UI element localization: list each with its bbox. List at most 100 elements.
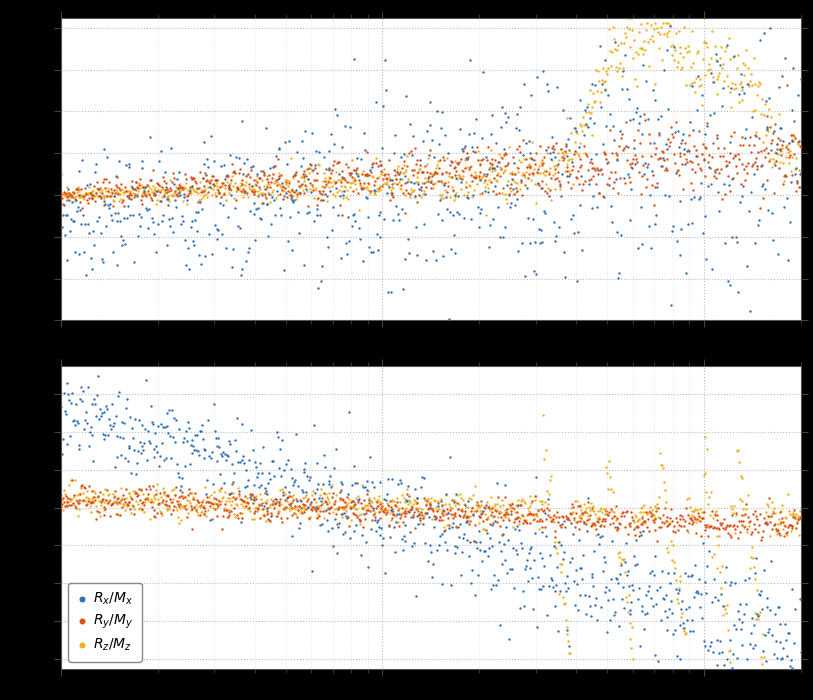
$R_z/M_z$ (622, 589, 635, 601)
$R_z/M_z$ (609, 62, 622, 73)
$R_z/M_z$ (242, 181, 255, 193)
$R_x/M_x$ (624, 609, 637, 620)
$R_z/M_z$ (655, 55, 668, 66)
$R_x/M_x$ (643, 567, 656, 578)
$R_x/M_x$ (240, 464, 253, 475)
$R_y/M_y$ (262, 176, 275, 188)
$R_y/M_y$ (159, 185, 172, 196)
$R_y/M_y$ (722, 521, 735, 532)
$R_y/M_y$ (326, 164, 339, 176)
$R_x/M_x$ (285, 473, 298, 484)
$R_x/M_x$ (160, 239, 173, 251)
$R_x/M_x$ (280, 458, 293, 469)
$R_y/M_y$ (287, 494, 300, 505)
$R_x/M_x$ (787, 62, 800, 74)
$R_z/M_z$ (323, 181, 336, 193)
$R_y/M_y$ (549, 164, 562, 175)
$R_x/M_x$ (439, 129, 452, 140)
$R_x/M_x$ (493, 536, 506, 547)
$R_x/M_x$ (424, 498, 437, 510)
$R_x/M_x$ (410, 493, 423, 504)
$R_y/M_y$ (715, 163, 728, 174)
$R_z/M_z$ (620, 596, 633, 608)
$R_y/M_y$ (573, 515, 586, 526)
$R_y/M_y$ (467, 536, 480, 547)
$R_x/M_x$ (354, 515, 367, 526)
$R_x/M_x$ (287, 197, 300, 208)
$R_y/M_y$ (660, 511, 673, 522)
$R_x/M_x$ (675, 603, 688, 615)
$R_x/M_x$ (169, 202, 182, 213)
$R_x/M_x$ (227, 244, 240, 255)
$R_x/M_x$ (146, 416, 159, 428)
$R_y/M_y$ (666, 129, 679, 140)
$R_z/M_z$ (115, 183, 128, 195)
$R_z/M_z$ (177, 181, 190, 193)
$R_x/M_x$ (701, 560, 714, 571)
$R_y/M_y$ (172, 191, 185, 202)
$R_y/M_y$ (750, 153, 763, 164)
$R_z/M_z$ (288, 501, 301, 512)
$R_y/M_y$ (494, 164, 507, 175)
$R_y/M_y$ (586, 158, 599, 169)
$R_z/M_z$ (140, 181, 153, 193)
$R_x/M_x$ (289, 185, 302, 196)
$R_z/M_z$ (100, 186, 113, 197)
$R_x/M_x$ (756, 178, 769, 189)
$R_y/M_y$ (194, 499, 207, 510)
$R_z/M_z$ (152, 185, 165, 196)
$R_z/M_z$ (153, 186, 166, 197)
$R_y/M_y$ (707, 521, 720, 532)
$R_y/M_y$ (338, 173, 351, 184)
$R_x/M_x$ (724, 634, 737, 645)
$R_x/M_x$ (289, 429, 302, 440)
$R_z/M_z$ (379, 178, 392, 189)
$R_z/M_z$ (630, 515, 643, 526)
$R_y/M_y$ (233, 489, 246, 500)
$R_x/M_x$ (749, 640, 762, 651)
$R_x/M_x$ (203, 514, 216, 526)
$R_z/M_z$ (402, 498, 415, 510)
$R_y/M_y$ (350, 164, 363, 176)
$R_x/M_x$ (57, 199, 70, 211)
$R_x/M_x$ (209, 433, 222, 444)
$R_x/M_x$ (221, 211, 234, 223)
$R_z/M_z$ (215, 181, 228, 192)
$R_x/M_x$ (411, 250, 424, 261)
$R_x/M_x$ (487, 579, 500, 590)
$R_x/M_x$ (611, 573, 624, 584)
$R_z/M_z$ (162, 190, 175, 202)
$R_x/M_x$ (774, 619, 787, 630)
$R_z/M_z$ (688, 505, 701, 517)
$R_x/M_x$ (614, 569, 627, 580)
$R_y/M_y$ (574, 500, 587, 512)
$R_y/M_y$ (661, 520, 674, 531)
$R_y/M_y$ (776, 513, 789, 524)
$R_z/M_z$ (573, 509, 586, 520)
$R_x/M_x$ (172, 187, 185, 198)
$R_z/M_z$ (772, 148, 785, 160)
$R_z/M_z$ (467, 184, 480, 195)
$R_x/M_x$ (76, 209, 89, 220)
$R_x/M_x$ (781, 628, 794, 639)
$R_y/M_y$ (188, 172, 201, 183)
$R_z/M_z$ (193, 501, 207, 512)
$R_y/M_y$ (136, 198, 149, 209)
$R_z/M_z$ (637, 48, 650, 60)
$R_y/M_y$ (219, 498, 232, 510)
$R_x/M_x$ (674, 249, 687, 260)
$R_x/M_x$ (354, 233, 367, 244)
$R_y/M_y$ (475, 496, 488, 507)
$R_z/M_z$ (513, 519, 526, 530)
$R_z/M_z$ (555, 147, 568, 158)
$R_y/M_y$ (701, 117, 714, 128)
$R_z/M_z$ (673, 48, 686, 59)
$R_x/M_x$ (622, 93, 635, 104)
$R_x/M_x$ (502, 190, 515, 201)
$R_y/M_y$ (68, 193, 81, 204)
$R_x/M_x$ (627, 113, 640, 125)
$R_y/M_y$ (727, 521, 740, 532)
$R_z/M_z$ (379, 503, 392, 514)
$R_z/M_z$ (202, 176, 215, 187)
$R_x/M_x$ (137, 444, 150, 455)
